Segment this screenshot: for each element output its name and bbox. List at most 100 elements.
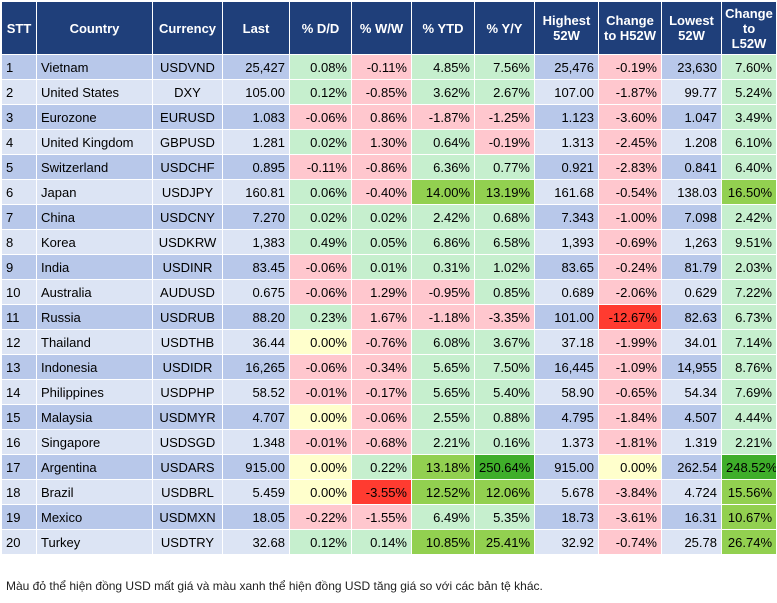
yy-cell: 5.35% (474, 504, 535, 530)
high52w-cell: 83.65 (534, 254, 599, 280)
country-cell: Russia (36, 304, 153, 330)
change-l52w-cell: 2.03% (721, 254, 777, 280)
change-l52w-cell: 8.76% (721, 354, 777, 380)
ww-cell: 1.30% (351, 129, 412, 155)
header-change-l52w: Change to L52W (721, 1, 777, 55)
ytd-cell: 6.49% (411, 504, 475, 530)
change-h52w-cell: -1.99% (598, 329, 662, 355)
change-h52w-cell: -1.87% (598, 79, 662, 105)
change-h52w-cell: -0.24% (598, 254, 662, 280)
currency-cell: USDBRL (152, 479, 223, 505)
change-l52w-cell: 7.22% (721, 279, 777, 305)
change-h52w-cell: -12.67% (598, 304, 662, 330)
low52w-cell: 1.208 (661, 129, 722, 155)
stt-cell: 19 (1, 504, 37, 530)
ytd-cell: 0.64% (411, 129, 475, 155)
ytd-cell: 13.18% (411, 454, 475, 480)
stt-cell: 7 (1, 204, 37, 230)
ytd-cell: -0.95% (411, 279, 475, 305)
ytd-cell: 2.21% (411, 429, 475, 455)
table-row: 18 Brazil USDBRL 5.459 0.00% -3.55% 12.52% 12.0… (1, 479, 777, 505)
country-cell: Brazil (36, 479, 153, 505)
dd-cell: 0.12% (289, 529, 352, 555)
country-cell: Vietnam (36, 54, 153, 80)
dd-cell: 0.08% (289, 54, 352, 80)
table-row: 12 Thailand USDTHB 36.44 0.00% -0.76% 6.08% 3.6… (1, 329, 777, 355)
low52w-cell: 34.01 (661, 329, 722, 355)
stt-cell: 2 (1, 79, 37, 105)
last-cell: 7.270 (222, 204, 290, 230)
ytd-cell: 6.86% (411, 229, 475, 255)
table-row: 1 Vietnam USDVND 25,427 0.08% -0.11% 4.85% 7.56… (1, 54, 777, 80)
change-l52w-cell: 9.51% (721, 229, 777, 255)
table-row: 17 Argentina USDARS 915.00 0.00% 0.22% 13.18% 2… (1, 454, 777, 480)
ww-cell: -0.76% (351, 329, 412, 355)
ww-cell: -0.34% (351, 354, 412, 380)
change-h52w-cell: 0.00% (598, 454, 662, 480)
last-cell: 4.707 (222, 404, 290, 430)
yy-cell: 7.50% (474, 354, 535, 380)
change-l52w-cell: 16.50% (721, 179, 777, 205)
change-h52w-cell: -1.84% (598, 404, 662, 430)
last-cell: 88.20 (222, 304, 290, 330)
change-h52w-cell: -2.83% (598, 154, 662, 180)
change-h52w-cell: -3.60% (598, 104, 662, 130)
currency-cell: USDIDR (152, 354, 223, 380)
currency-cell: USDMXN (152, 504, 223, 530)
yy-cell: 1.02% (474, 254, 535, 280)
table-row: 4 United Kingdom GBPUSD 1.281 0.02% 1.30% 0.64… (1, 129, 777, 155)
high52w-cell: 5.678 (534, 479, 599, 505)
yy-cell: -0.19% (474, 129, 535, 155)
change-h52w-cell: -1.09% (598, 354, 662, 380)
yy-cell: 12.06% (474, 479, 535, 505)
country-cell: Mexico (36, 504, 153, 530)
country-cell: United Kingdom (36, 129, 153, 155)
ytd-cell: -1.87% (411, 104, 475, 130)
ytd-cell: 6.36% (411, 154, 475, 180)
stt-cell: 20 (1, 529, 37, 555)
high52w-cell: 37.18 (534, 329, 599, 355)
ww-cell: -0.68% (351, 429, 412, 455)
stt-cell: 13 (1, 354, 37, 380)
stt-cell: 11 (1, 304, 37, 330)
currency-cell: USDRUB (152, 304, 223, 330)
high52w-cell: 4.795 (534, 404, 599, 430)
currency-cell: EURUSD (152, 104, 223, 130)
last-cell: 5.459 (222, 479, 290, 505)
low52w-cell: 14,955 (661, 354, 722, 380)
stt-cell: 3 (1, 104, 37, 130)
high52w-cell: 1.123 (534, 104, 599, 130)
country-cell: Turkey (36, 529, 153, 555)
header-low52w: Lowest 52W (661, 1, 722, 55)
table-row: 8 Korea USDKRW 1,383 0.49% 0.05% 6.86% 6.58% 1,3… (1, 229, 777, 255)
table-row: 3 Eurozone EURUSD 1.083 -0.06% 0.86% -1.87% -1.… (1, 104, 777, 130)
currency-cell: USDTHB (152, 329, 223, 355)
low52w-cell: 1.047 (661, 104, 722, 130)
last-cell: 1.348 (222, 429, 290, 455)
table-row: 7 China USDCNY 7.270 0.02% 0.02% 2.42% 0.68% 7.3… (1, 204, 777, 230)
high52w-cell: 1,393 (534, 229, 599, 255)
yy-cell: 7.56% (474, 54, 535, 80)
change-l52w-cell: 5.24% (721, 79, 777, 105)
low52w-cell: 138.03 (661, 179, 722, 205)
table-row: 11 Russia USDRUB 88.20 0.23% 1.67% -1.18% -3.35… (1, 304, 777, 330)
ww-cell: -3.55% (351, 479, 412, 505)
dd-cell: -0.01% (289, 379, 352, 405)
yy-cell: 0.88% (474, 404, 535, 430)
change-l52w-cell: 10.67% (721, 504, 777, 530)
ww-cell: -0.06% (351, 404, 412, 430)
last-cell: 1.083 (222, 104, 290, 130)
last-cell: 1.281 (222, 129, 290, 155)
change-l52w-cell: 7.60% (721, 54, 777, 80)
country-cell: Argentina (36, 454, 153, 480)
currency-cell: GBPUSD (152, 129, 223, 155)
last-cell: 915.00 (222, 454, 290, 480)
last-cell: 16,265 (222, 354, 290, 380)
country-cell: Singapore (36, 429, 153, 455)
stt-cell: 18 (1, 479, 37, 505)
dd-cell: -0.06% (289, 254, 352, 280)
yy-cell: 5.40% (474, 379, 535, 405)
ww-cell: 0.14% (351, 529, 412, 555)
ytd-cell: 5.65% (411, 379, 475, 405)
currency-cell: USDINR (152, 254, 223, 280)
